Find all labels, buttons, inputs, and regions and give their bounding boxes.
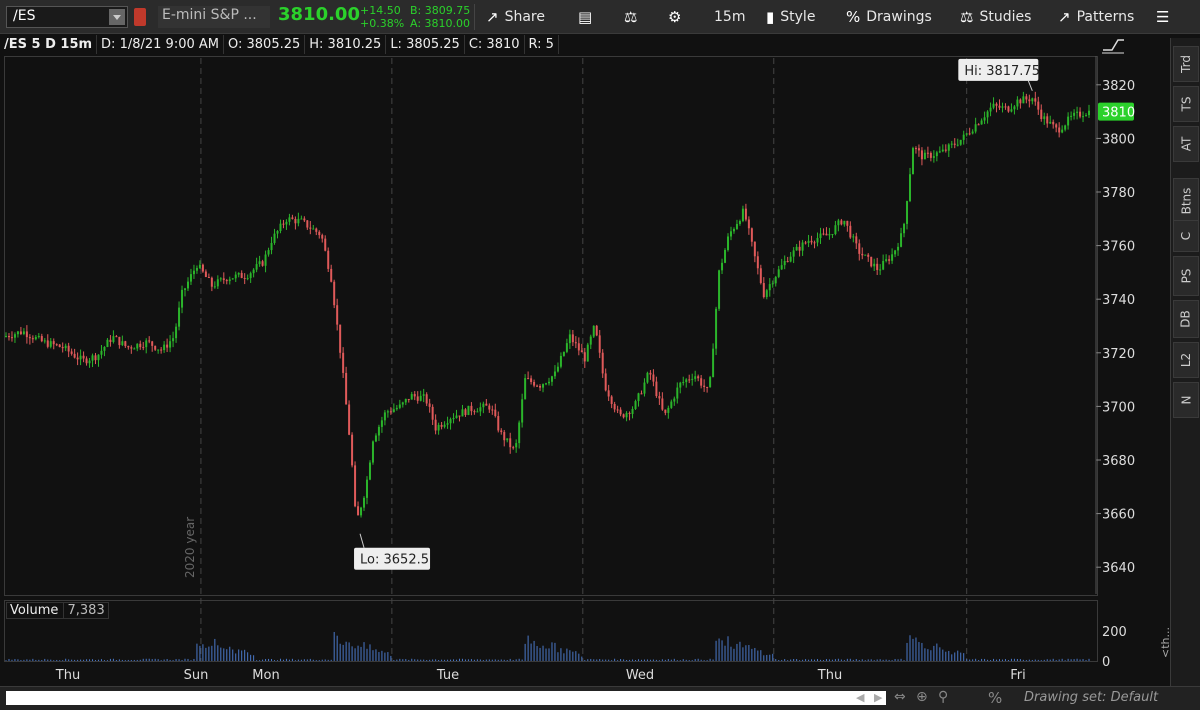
bottom-bar: ◀ ▶ ⇔ ⊕ ⚲ % Drawing set: Default bbox=[0, 686, 1200, 710]
side-tab-label: Btns bbox=[1179, 187, 1194, 215]
drawing-set-label[interactable]: Drawing set: Default bbox=[1024, 690, 1159, 705]
menu-button[interactable]: ☰ bbox=[1156, 0, 1175, 34]
share-icon: ↗ bbox=[486, 8, 499, 26]
y-tick-label: 3800 bbox=[1102, 132, 1135, 147]
ask-price: A: 3810.00 bbox=[410, 17, 471, 30]
studies-button[interactable]: ⚖ Studies bbox=[960, 8, 1032, 26]
side-tab-label: TS bbox=[1178, 96, 1193, 112]
studies-flask-icon: ⚖ bbox=[960, 8, 974, 26]
symbol-input[interactable]: /ES bbox=[6, 6, 128, 28]
side-tab-label: Trd bbox=[1179, 55, 1193, 73]
last-price-badge bbox=[1098, 102, 1134, 121]
y-tick-label: 3820 bbox=[1102, 79, 1135, 94]
side-tab-n[interactable]: N bbox=[1173, 382, 1199, 418]
notes-button[interactable]: ▤ bbox=[578, 0, 598, 34]
side-tab-btns[interactable]: Btns bbox=[1173, 178, 1199, 224]
x-tick-label: Mon bbox=[252, 668, 279, 683]
flask-button[interactable]: ⚖ bbox=[624, 0, 643, 34]
y-tick-label: 3740 bbox=[1102, 293, 1135, 308]
bar-range: R: 5 bbox=[525, 35, 559, 54]
side-tab-l2[interactable]: L2 bbox=[1173, 342, 1199, 378]
link-color-icon[interactable] bbox=[134, 8, 146, 26]
bar-low: L: 3805.25 bbox=[386, 35, 465, 54]
horizontal-scrollbar[interactable] bbox=[6, 691, 886, 705]
symbol-description: E-mini S&P ... bbox=[158, 6, 270, 28]
price-panel[interactable] bbox=[4, 56, 1098, 596]
side-tab-db[interactable]: DB bbox=[1173, 300, 1199, 338]
notes-icon: ▤ bbox=[578, 8, 593, 26]
collapse-panel-button[interactable]: <th... bbox=[1159, 627, 1172, 658]
crosshair-icon[interactable]: ⊕ bbox=[916, 689, 928, 705]
y-tick-label: 3700 bbox=[1102, 400, 1135, 415]
y-tick-label: 3640 bbox=[1102, 561, 1135, 576]
volume-tick-label: 0 bbox=[1102, 655, 1110, 670]
side-tab-at[interactable]: AT bbox=[1173, 126, 1199, 162]
x-tick-label: Thu bbox=[55, 668, 80, 683]
side-tab-label: PS bbox=[1178, 268, 1193, 284]
timeframe-button[interactable]: 15m bbox=[714, 9, 746, 25]
side-tab-label: N bbox=[1178, 395, 1193, 405]
bid-price: B: 3809.75 bbox=[410, 4, 471, 17]
volume-panel[interactable] bbox=[4, 600, 1098, 662]
percent-icon: % bbox=[846, 8, 861, 26]
bar-close: C: 3810 bbox=[465, 35, 525, 54]
net-change: +14.50 bbox=[360, 4, 401, 17]
y-tick-label: 3680 bbox=[1102, 454, 1135, 469]
drawings-button[interactable]: % Drawings bbox=[846, 8, 932, 26]
side-tab-trd[interactable]: Trd bbox=[1173, 46, 1199, 82]
flask-icon: ⚖ bbox=[624, 8, 638, 26]
y-tick-label: 3760 bbox=[1102, 240, 1135, 255]
side-tab-label: DB bbox=[1178, 310, 1193, 328]
x-tick-label: Wed bbox=[626, 668, 654, 683]
hamburger-icon: ☰ bbox=[1156, 8, 1170, 26]
candles-icon: ▮ bbox=[766, 8, 775, 26]
patterns-button[interactable]: ↗ Patterns bbox=[1058, 8, 1135, 26]
x-tick-label: Thu bbox=[817, 668, 842, 683]
x-tick-label: Fri bbox=[1010, 668, 1026, 683]
side-panel: Trd TS AT Btns C PS DB L2 N bbox=[1170, 38, 1200, 688]
side-tab-c[interactable]: C bbox=[1173, 220, 1199, 252]
symbol-dropdown-icon[interactable] bbox=[109, 9, 125, 25]
scroll-right-icon[interactable]: ▶ bbox=[874, 691, 883, 704]
share-button[interactable]: ↗ Share bbox=[486, 8, 545, 26]
bar-open: O: 3805.25 bbox=[224, 35, 306, 54]
x-tick-label: Tue bbox=[436, 668, 459, 683]
zoom-icon[interactable]: ⚲ bbox=[938, 689, 949, 705]
last-price: 3810.00 bbox=[278, 4, 360, 25]
toolbar: /ES E-mini S&P ... 3810.00 +14.50 +0.38%… bbox=[0, 0, 1200, 34]
y-tick-label: 3720 bbox=[1102, 347, 1135, 362]
chart-header: /ES 5 D 15m D: 1/8/21 9:00 AM O: 3805.25 H:… bbox=[0, 35, 1098, 55]
bar-high: H: 3810.25 bbox=[305, 35, 387, 54]
x-tick-label: Sun bbox=[184, 668, 209, 683]
y-tick-label: 3780 bbox=[1102, 186, 1135, 201]
symbol-value: /ES bbox=[13, 8, 36, 24]
volume-label: Volume 7,383 bbox=[6, 602, 109, 619]
pan-icon[interactable]: ⇔ bbox=[894, 689, 906, 705]
side-tab-ts[interactable]: TS bbox=[1173, 86, 1199, 122]
side-tab-ps[interactable]: PS bbox=[1173, 256, 1199, 296]
side-tab-label: C bbox=[1178, 231, 1193, 241]
drawing-set-icon[interactable]: % bbox=[988, 689, 1003, 707]
side-tab-label: L2 bbox=[1178, 352, 1193, 368]
bar-date: D: 1/8/21 9:00 AM bbox=[97, 35, 224, 54]
chart-type-icon bbox=[1103, 39, 1124, 51]
patterns-icon: ↗ bbox=[1058, 8, 1071, 26]
gear-icon: ⚙ bbox=[668, 8, 682, 26]
net-change-percent: +0.38% bbox=[360, 17, 405, 30]
volume-value: 7,383 bbox=[62, 603, 105, 618]
volume-tick-label: 200 bbox=[1102, 625, 1127, 640]
settings-button[interactable]: ⚙ bbox=[668, 0, 687, 34]
chart-symbol[interactable]: /ES 5 D 15m bbox=[0, 35, 98, 54]
last-price-label: 3810 bbox=[1102, 106, 1135, 121]
style-button[interactable]: ▮ Style bbox=[766, 8, 816, 26]
y-tick-label: 3660 bbox=[1102, 508, 1135, 523]
scroll-left-icon[interactable]: ◀ bbox=[856, 691, 865, 704]
side-tab-label: AT bbox=[1178, 136, 1193, 152]
